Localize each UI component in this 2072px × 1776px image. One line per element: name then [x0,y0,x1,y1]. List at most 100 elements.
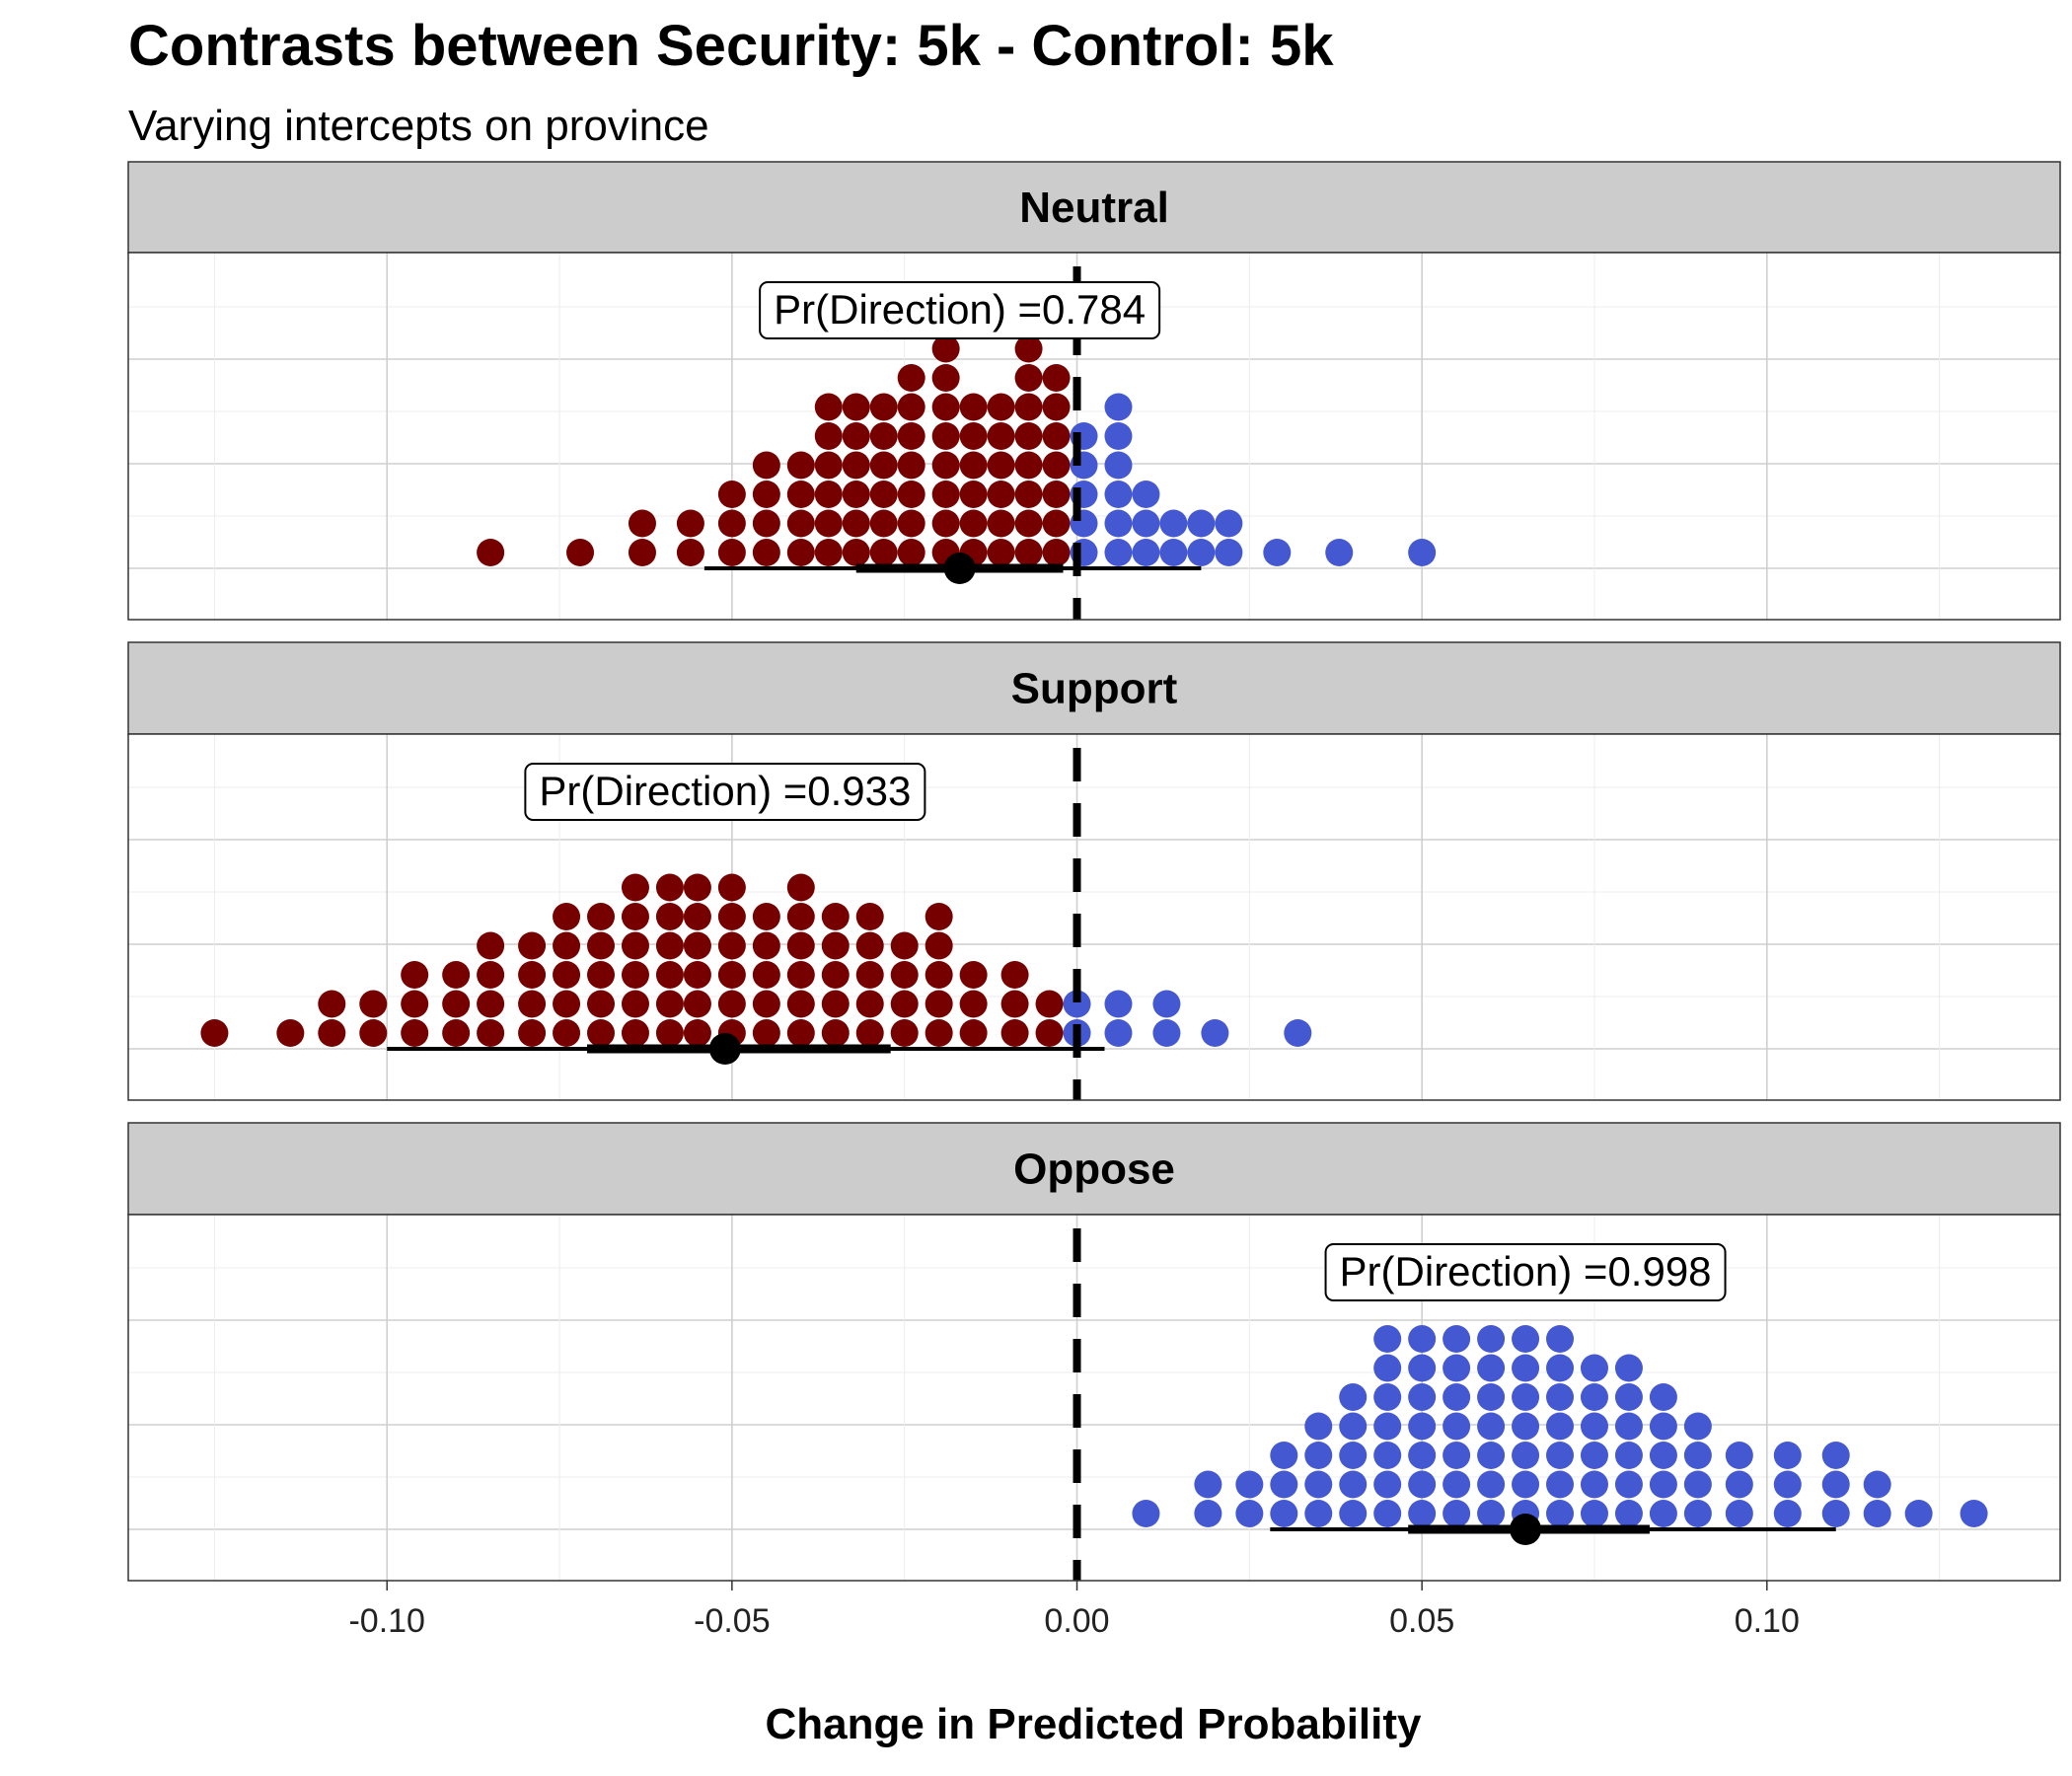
dot [1408,1412,1437,1441]
dot [1014,509,1043,538]
dot [566,539,595,566]
dot [1443,1383,1471,1411]
annotation-label: Pr(Direction) =0.784 [759,281,1161,339]
dot [959,393,988,421]
dot [1683,1470,1712,1499]
dot [1215,509,1243,538]
dot [1373,1500,1402,1527]
dot [359,990,388,1018]
strip-background [127,161,2061,254]
dot [1132,1500,1160,1527]
dot [1408,1470,1437,1499]
dot [890,1019,919,1047]
dot [1014,393,1043,421]
dot [1477,1325,1506,1353]
dot [869,451,898,480]
dot [1339,1442,1368,1469]
annotation-text: Pr(Direction) =0.784 [774,286,1146,333]
dot [987,451,1015,480]
dot [1035,990,1064,1018]
dot [1580,1412,1608,1441]
x-tick-label: -0.10 [348,1602,425,1640]
dot [1194,1470,1222,1499]
dot [842,509,870,538]
dot [959,451,988,480]
dot [1477,1442,1506,1469]
dot [1773,1470,1802,1499]
dot [1014,364,1043,392]
dot [717,539,746,566]
dot [855,1019,884,1047]
dot [1132,539,1160,566]
dot [931,509,960,538]
dot [717,961,746,989]
dot [683,903,711,930]
dot [1773,1442,1802,1469]
dot [1546,1354,1575,1382]
dot [897,539,925,566]
dot [1683,1500,1712,1527]
panel-border [127,733,2061,1101]
chart-title: Contrasts between Security: 5k - Control… [128,14,1334,78]
dot [786,903,815,930]
dot [786,481,815,508]
strip-background [127,641,2061,735]
dot [959,509,988,538]
dot [842,393,870,421]
dot [655,961,684,989]
dot [1477,1383,1506,1411]
dot [1580,1354,1608,1382]
dot [1512,1470,1540,1499]
dot [477,1019,505,1047]
dot [1408,1500,1437,1527]
dot [1035,1019,1064,1047]
dot [628,539,656,566]
dot [587,903,616,930]
dot [276,1019,305,1047]
dot [1512,1412,1540,1441]
dot [1304,1470,1333,1499]
dot [786,873,815,902]
dot [1304,1442,1333,1469]
dot [1408,1383,1437,1411]
point-estimate [1510,1514,1542,1545]
dot [1270,1500,1298,1527]
dot [1512,1325,1540,1353]
dot [1159,509,1188,538]
dot [1408,1442,1437,1469]
dot [855,931,884,960]
dot [925,903,953,930]
panel-support: Support Pr(Direction) =0.933 [127,641,2061,1101]
dot [628,509,656,538]
dot [1132,481,1160,508]
dot [676,539,704,566]
dot [1373,1442,1402,1469]
dot [814,451,843,480]
dot [752,990,780,1018]
dot [1443,1325,1471,1353]
dot [717,903,746,930]
dot [869,422,898,450]
x-axis: -0.10 -0.05 0.00 0.05 0.10 [348,1581,1800,1640]
dot [987,393,1015,421]
dot [1546,1325,1575,1353]
dot [477,961,505,989]
dot [717,873,746,902]
dot [855,990,884,1018]
dot [931,364,960,392]
dot [1863,1500,1891,1527]
dot [318,1019,346,1047]
dot [587,931,616,960]
dot [401,1019,429,1047]
dot [1408,1354,1437,1382]
dot [1270,1442,1298,1469]
annotation-text: Pr(Direction) =0.933 [539,768,911,814]
dot [1512,1354,1540,1382]
dot [655,931,684,960]
dot [1235,1500,1264,1527]
dot [1863,1470,1891,1499]
dot [925,990,953,1018]
strip-label: Support [1011,665,1178,713]
dot [925,961,953,989]
dot [1580,1383,1608,1411]
